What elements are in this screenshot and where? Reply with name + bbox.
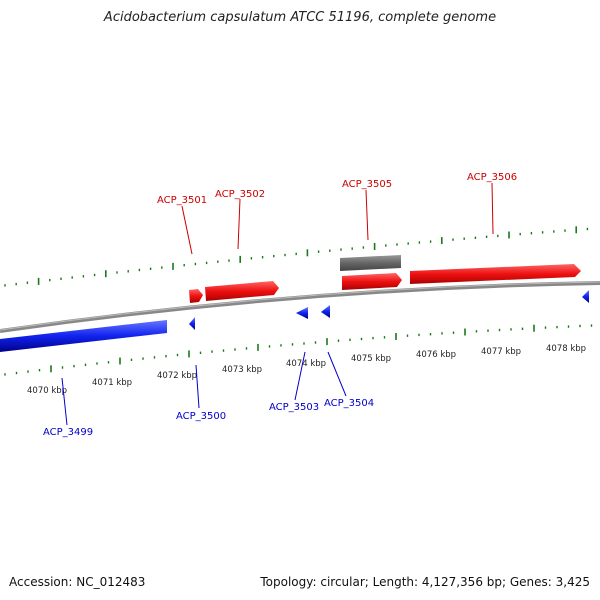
- gene-acp-3501[interactable]: [189, 289, 203, 303]
- scale-label: 4073 kbp: [222, 365, 262, 375]
- outer-tick-track: [4, 226, 589, 287]
- scale-label: 4071 kbp: [92, 378, 132, 388]
- gene-reverse-edge[interactable]: [582, 290, 589, 303]
- gene-acp-3503[interactable]: [296, 307, 308, 319]
- gene-acp-3504[interactable]: [321, 305, 330, 318]
- inner-tick-track: [4, 324, 593, 376]
- gene-acp-3499[interactable]: [0, 320, 167, 352]
- genome-map: 4070 kbp 4071 kbp 4072 kbp 4073 kbp 4074…: [0, 172, 600, 438]
- gene-label-acp-3502[interactable]: ACP_3502: [215, 189, 265, 200]
- gene-acp-3502[interactable]: [205, 281, 279, 301]
- gene-label-acp-3506[interactable]: ACP_3506: [467, 172, 517, 183]
- scale-label: 4075 kbp: [351, 354, 391, 364]
- gene-label-acp-3504[interactable]: ACP_3504: [324, 398, 374, 409]
- gene-label-acp-3499[interactable]: ACP_3499: [43, 427, 93, 438]
- scale-label: 4072 kbp: [157, 371, 197, 381]
- feature-grey-block[interactable]: [340, 255, 401, 271]
- gene-acp-3500[interactable]: [189, 317, 195, 330]
- accession-text: Accession: NC_012483: [9, 575, 146, 589]
- scale-label: 4077 kbp: [481, 347, 521, 357]
- gene-label-acp-3503[interactable]: ACP_3503: [269, 402, 319, 413]
- genome-backbone: [0, 281, 600, 333]
- scale-label: 4078 kbp: [546, 344, 586, 354]
- gene-acp-3505[interactable]: [342, 273, 402, 290]
- gene-acp-3506[interactable]: [410, 264, 581, 284]
- leader-lines: [61, 182, 494, 426]
- scale-label: 4076 kbp: [416, 350, 456, 360]
- map-title: Acidobacterium capsulatum ATCC 51196, co…: [103, 10, 497, 25]
- scale-label: 4070 kbp: [27, 386, 67, 396]
- gene-label-acp-3505[interactable]: ACP_3505: [342, 179, 392, 190]
- gene-label-acp-3500[interactable]: ACP_3500: [176, 411, 226, 422]
- gene-labels: ACP_3499 ACP_3500 ACP_3501 ACP_3502 ACP_…: [43, 172, 517, 438]
- genome-summary-text: Topology: circular; Length: 4,127,356 bp…: [260, 575, 590, 589]
- gene-label-acp-3501[interactable]: ACP_3501: [157, 195, 207, 206]
- scale-labels: 4070 kbp 4071 kbp 4072 kbp 4073 kbp 4074…: [27, 344, 586, 396]
- scale-label: 4074 kbp: [286, 359, 326, 369]
